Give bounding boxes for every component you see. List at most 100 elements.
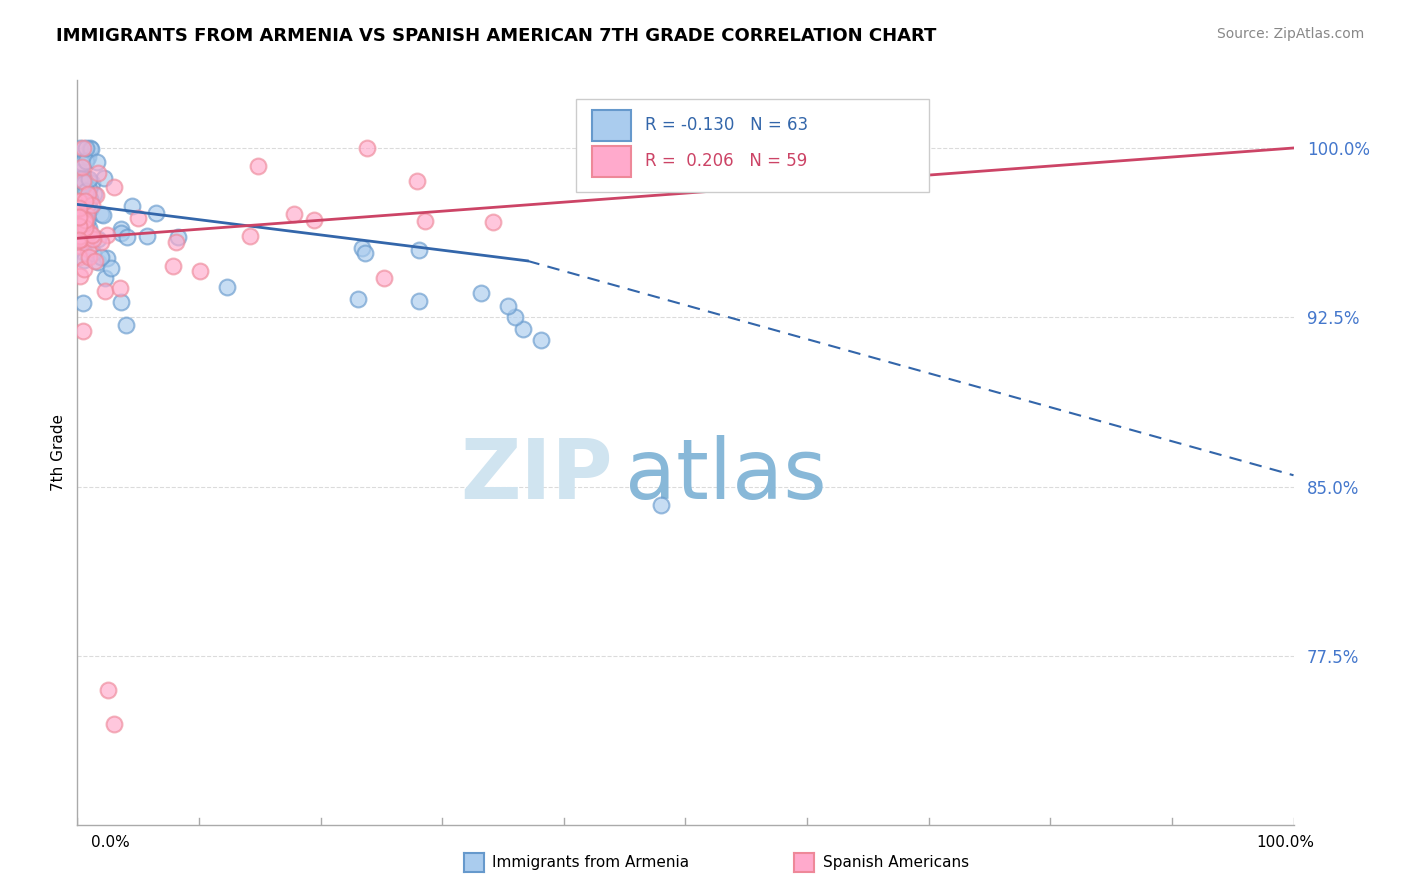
- Point: [86, 232, 108, 246]
- Point: [75, 215, 97, 229]
- Text: IMMIGRANTS FROM ARMENIA VS SPANISH AMERICAN 7TH GRADE CORRELATION CHART: IMMIGRANTS FROM ARMENIA VS SPANISH AMERI…: [56, 27, 936, 45]
- Point: [90, 207, 112, 221]
- Point: [80, 176, 103, 190]
- Point: [83, 186, 105, 201]
- Point: [83, 253, 105, 268]
- Point: [413, 213, 436, 227]
- Point: [69, 268, 91, 283]
- Point: [96, 251, 118, 265]
- Point: [100, 261, 122, 276]
- Point: [110, 222, 132, 236]
- Point: [77, 226, 100, 240]
- Point: [80, 231, 103, 245]
- Point: [72, 252, 94, 267]
- Point: [80, 198, 103, 212]
- Point: [70, 211, 93, 225]
- Point: [67, 194, 90, 209]
- Point: [353, 246, 375, 260]
- Point: [76, 150, 98, 164]
- Point: [75, 141, 97, 155]
- Point: [356, 141, 378, 155]
- Point: [82, 245, 104, 260]
- Point: [73, 194, 96, 209]
- Point: [91, 208, 114, 222]
- Point: [89, 251, 111, 265]
- Point: [405, 174, 427, 188]
- Point: [75, 234, 97, 248]
- Point: [165, 235, 187, 249]
- Point: [97, 682, 120, 697]
- Point: [110, 295, 132, 310]
- Point: [110, 226, 132, 240]
- Point: [470, 285, 492, 300]
- Point: [127, 211, 149, 225]
- Point: [79, 202, 101, 216]
- Point: [75, 184, 97, 198]
- Text: R =  0.206   N = 59: R = 0.206 N = 59: [645, 152, 807, 169]
- Point: [115, 230, 138, 244]
- Point: [166, 230, 188, 244]
- Point: [75, 154, 97, 169]
- Point: [72, 324, 94, 338]
- Point: [73, 176, 96, 190]
- Point: [69, 229, 91, 244]
- Point: [67, 251, 90, 265]
- FancyBboxPatch shape: [592, 145, 631, 178]
- Point: [408, 294, 430, 309]
- Point: [73, 214, 96, 228]
- Point: [90, 235, 112, 249]
- Point: [69, 172, 91, 186]
- Point: [72, 174, 94, 188]
- Point: [84, 188, 107, 202]
- Point: [108, 281, 131, 295]
- Text: Immigrants from Armenia: Immigrants from Armenia: [492, 855, 689, 870]
- Point: [70, 220, 93, 235]
- Point: [239, 229, 262, 244]
- Point: [69, 239, 91, 253]
- Point: [70, 156, 93, 170]
- Point: [76, 187, 98, 202]
- Point: [77, 171, 100, 186]
- Point: [115, 318, 138, 332]
- FancyBboxPatch shape: [576, 99, 929, 192]
- Point: [79, 141, 101, 155]
- Point: [86, 154, 108, 169]
- Point: [94, 284, 117, 298]
- Point: [72, 141, 94, 155]
- Point: [76, 213, 98, 227]
- Point: [69, 219, 91, 233]
- Point: [77, 251, 100, 265]
- Y-axis label: 7th Grade: 7th Grade: [51, 414, 66, 491]
- Point: [69, 208, 91, 222]
- Point: [103, 716, 125, 731]
- Point: [482, 215, 505, 229]
- Point: [96, 227, 118, 242]
- Point: [76, 208, 98, 222]
- Point: [67, 195, 90, 210]
- Point: [505, 310, 527, 325]
- Point: [80, 142, 103, 156]
- Point: [77, 197, 100, 211]
- Point: [70, 170, 93, 185]
- FancyBboxPatch shape: [592, 110, 631, 141]
- Point: [93, 171, 115, 186]
- Point: [87, 166, 110, 180]
- Point: [72, 244, 94, 259]
- Point: [103, 180, 125, 194]
- Point: [67, 233, 90, 247]
- Text: Spanish Americans: Spanish Americans: [823, 855, 969, 870]
- Point: [67, 227, 90, 241]
- Point: [136, 229, 159, 244]
- Point: [75, 223, 97, 237]
- Point: [347, 292, 370, 306]
- Point: [73, 232, 96, 246]
- Point: [94, 271, 117, 285]
- Point: [73, 221, 96, 235]
- Point: [247, 159, 270, 173]
- Point: [352, 241, 374, 255]
- Text: 0.0%: 0.0%: [91, 836, 131, 850]
- Point: [373, 271, 395, 285]
- Point: [69, 165, 91, 179]
- Point: [70, 214, 93, 228]
- Point: [77, 242, 100, 256]
